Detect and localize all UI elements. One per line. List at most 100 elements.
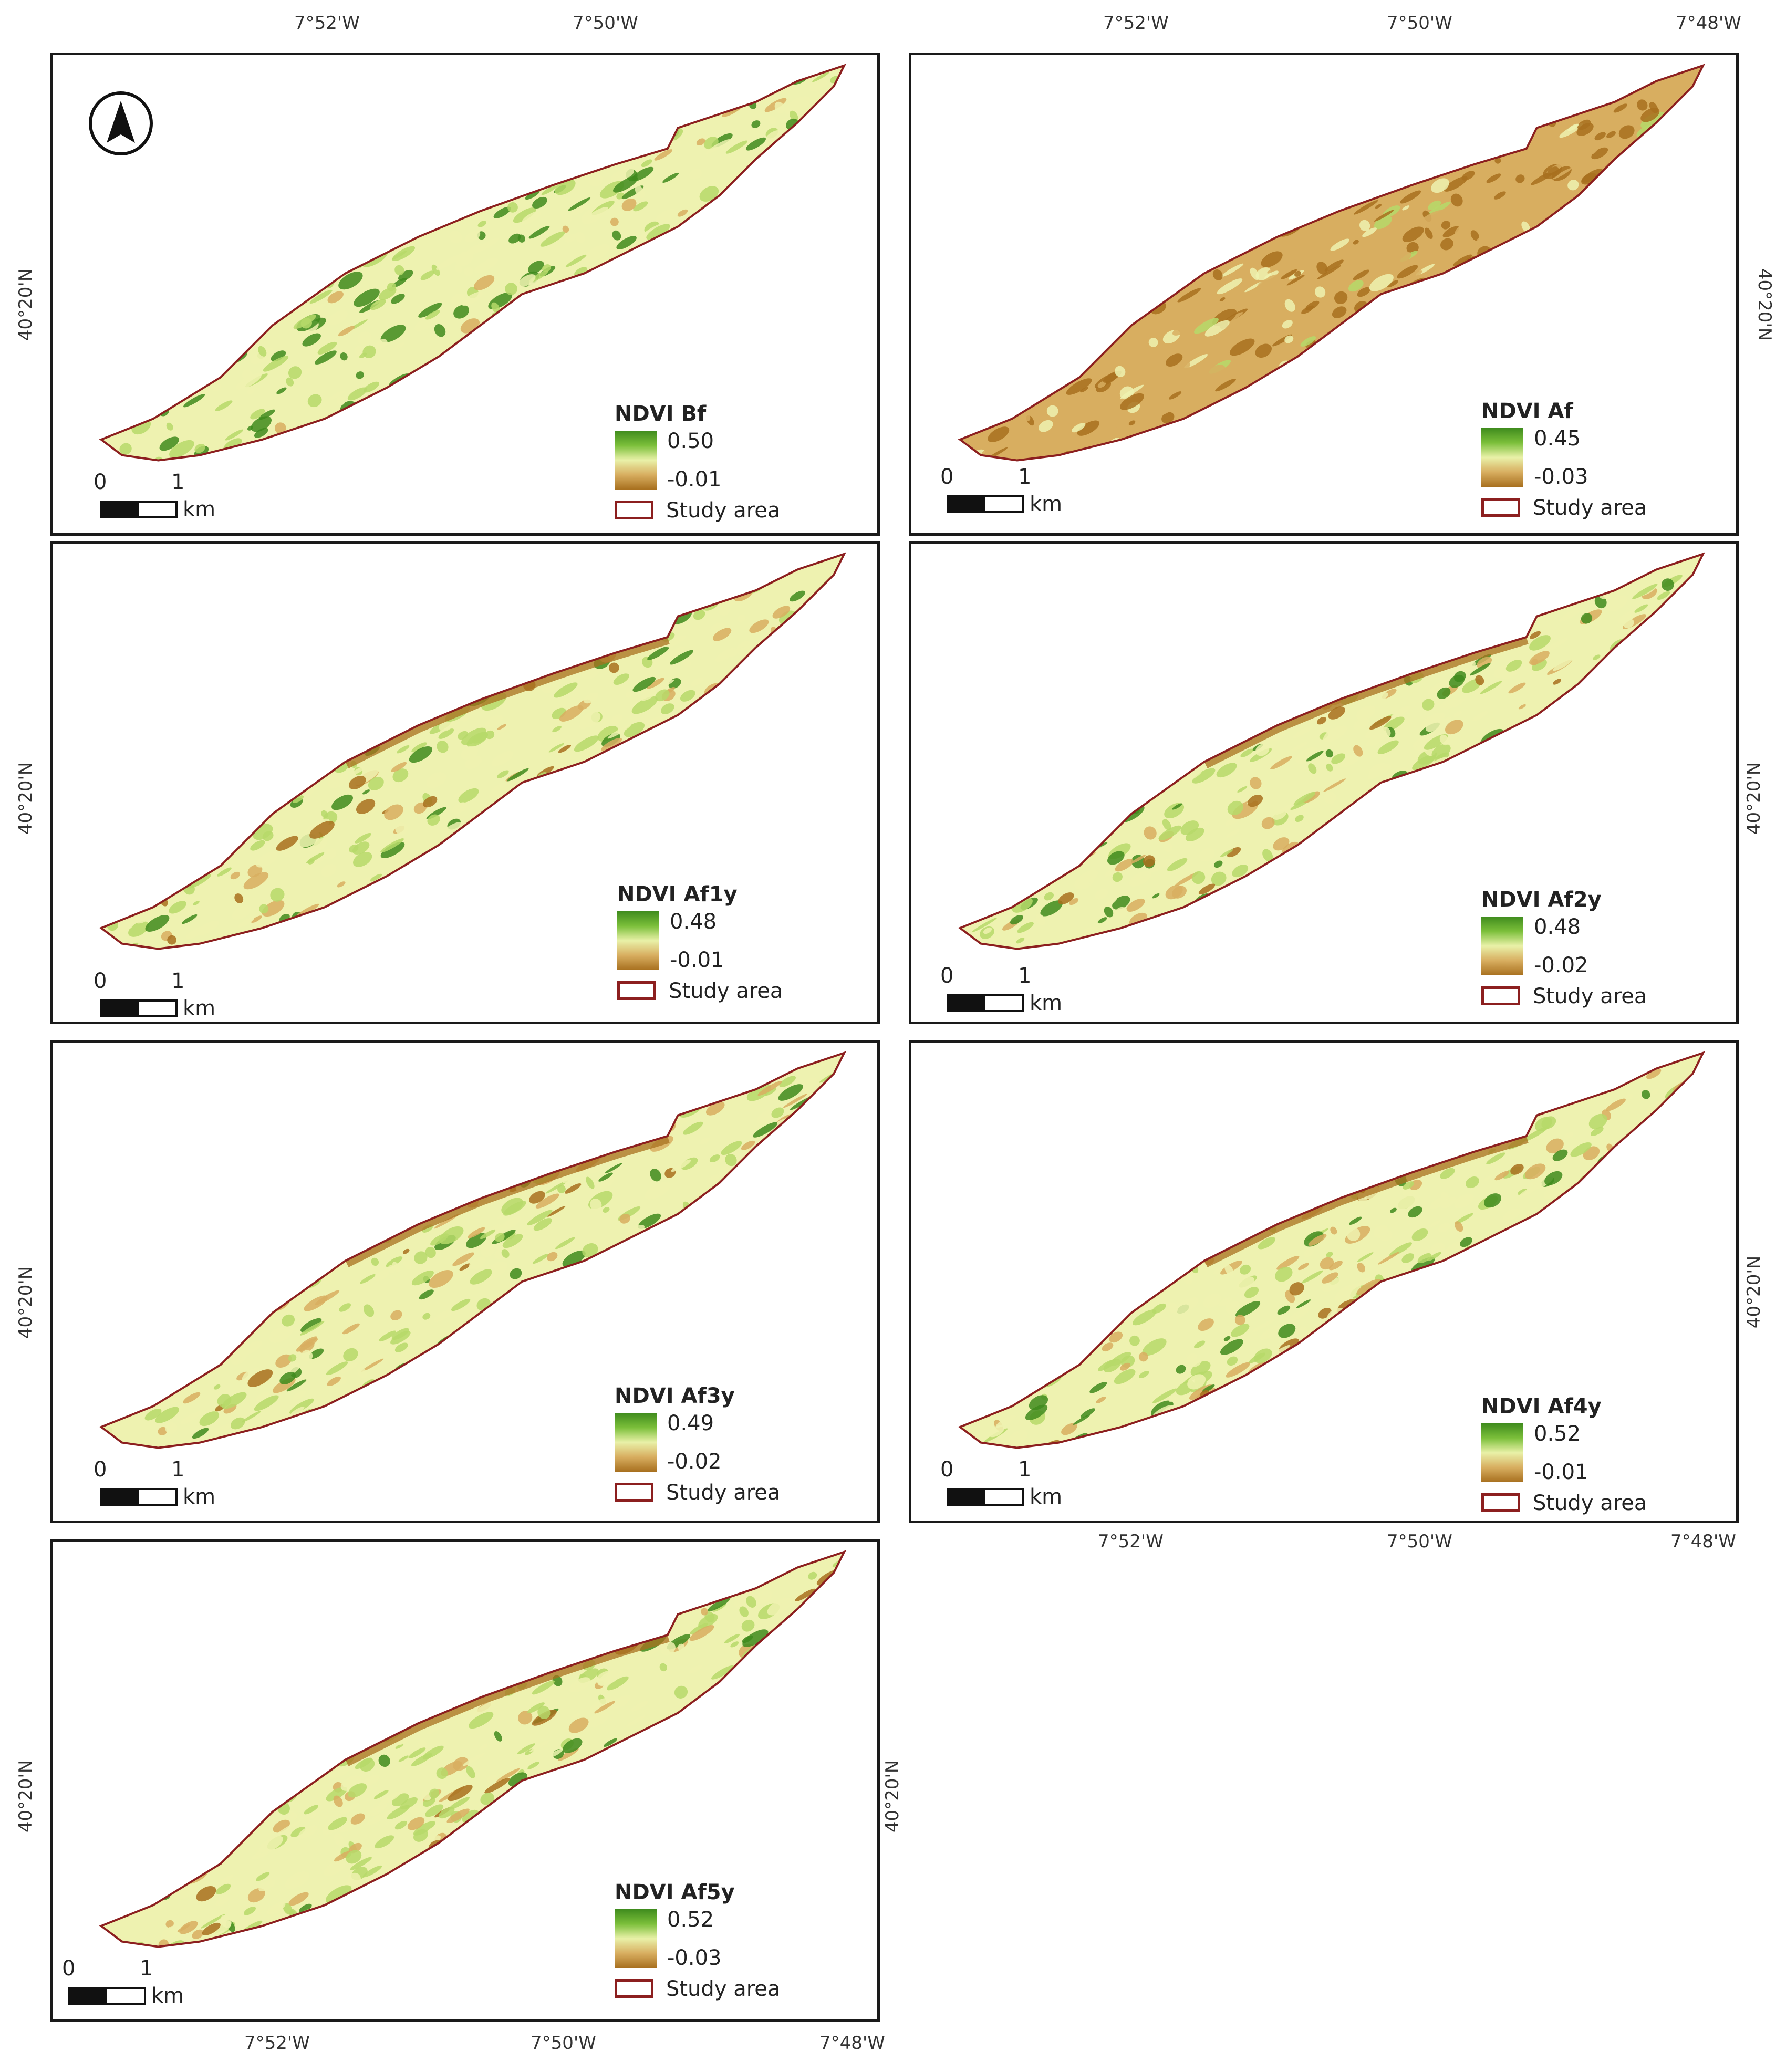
legend-min-value: -0.01 xyxy=(670,948,724,972)
legend-max-value: 0.49 xyxy=(667,1411,714,1435)
ndvi-raster-af xyxy=(958,64,1705,462)
legend-color-ramp xyxy=(615,1413,657,1472)
map-panel-af: NDVI Af 0.45 -0.03 Study area 0 1 km xyxy=(909,53,1739,536)
legend-title: NDVI Af4y xyxy=(1481,1394,1602,1419)
study-area-fill xyxy=(960,1053,1704,1448)
study-area-outline xyxy=(958,64,1705,462)
map-panel-bf: NDVI Bf 0.50 -0.01 Study area 0 1 km xyxy=(50,53,880,536)
scale-unit: km xyxy=(183,996,216,1021)
scale-bar-graphic xyxy=(100,501,178,518)
lon-label-af4y-7-52: 7°52'W xyxy=(1098,1531,1164,1552)
legend-max-value: 0.48 xyxy=(670,910,717,934)
study-area-outline xyxy=(99,64,846,462)
ndvi-raster-af5y xyxy=(99,1550,846,1948)
legend-max-value: 0.45 xyxy=(1534,426,1581,451)
study-area-fill xyxy=(960,65,1704,461)
study-area-label: Study area xyxy=(669,979,783,1003)
lat-label-panel-af2y: 40°20'N xyxy=(1743,762,1765,835)
lat-label-panel-bf: 40°20'N xyxy=(15,268,37,341)
map-panel-af4y: NDVI Af4y 0.52 -0.01 Study area 0 1 km xyxy=(909,1040,1739,1523)
study-area-outline xyxy=(958,552,1705,950)
lat-label-panel-af3y: 40°20'N xyxy=(15,1266,37,1339)
legend-color-ramp xyxy=(615,431,657,490)
study-area-outline xyxy=(99,1550,846,1948)
lat-label-panel-af4y: 40°20'N xyxy=(1743,1255,1765,1329)
scale-zero: 0 xyxy=(940,964,954,988)
scale-bar-graphic xyxy=(947,495,1024,513)
scale-bar-graphic xyxy=(947,994,1024,1012)
scale-one: 1 xyxy=(1018,964,1032,988)
study-area-fill xyxy=(101,1552,845,1947)
legend-min-value: -0.02 xyxy=(1534,953,1588,977)
lat-label-panel-af: 40°20'N xyxy=(1754,268,1775,341)
scale-zero: 0 xyxy=(940,465,954,489)
lon-label-left-top-7-52: 7°52'W xyxy=(294,13,360,34)
lat-label-panel-af5y-right: 40°20'N xyxy=(882,1759,904,1833)
study-area-label: Study area xyxy=(1533,1491,1647,1515)
legend-title: NDVI Af3y xyxy=(615,1384,735,1408)
north-arrow-icon xyxy=(87,89,155,158)
legend-title: NDVI Af2y xyxy=(1481,888,1602,912)
scale-unit: km xyxy=(1030,492,1063,516)
study-area-swatch xyxy=(1481,1493,1520,1512)
lon-label-left-top-7-50: 7°50'W xyxy=(573,13,638,34)
legend-color-ramp xyxy=(1481,428,1523,487)
ndvi-raster-af4y xyxy=(958,1051,1705,1449)
legend-title: NDVI Af1y xyxy=(617,882,738,907)
legend-min-value: -0.01 xyxy=(667,467,722,492)
scale-zero: 0 xyxy=(62,1956,76,1981)
legend-max-value: 0.52 xyxy=(667,1908,714,1932)
scale-one: 1 xyxy=(171,1457,185,1482)
study-area-fill xyxy=(101,65,845,461)
scale-bar-graphic xyxy=(68,1987,146,2005)
scale-unit: km xyxy=(1030,1485,1063,1509)
study-area-fill xyxy=(101,1053,845,1448)
study-area-swatch xyxy=(615,1483,653,1502)
scale-zero: 0 xyxy=(94,1457,107,1482)
lon-label-af4y-7-48: 7°48'W xyxy=(1670,1531,1736,1552)
legend-min-value: -0.03 xyxy=(667,1946,722,1970)
study-area-swatch xyxy=(1481,986,1520,1005)
lat-label-panel-af1y: 40°20'N xyxy=(15,762,37,835)
lat-label-panel-af5y-left: 40°20'N xyxy=(15,1759,37,1833)
lon-label-af4y-7-50: 7°50'W xyxy=(1387,1531,1452,1552)
study-area-swatch xyxy=(1481,498,1520,517)
legend-max-value: 0.52 xyxy=(1534,1422,1581,1446)
ndvi-raster-af1y xyxy=(99,552,846,950)
study-area-outline xyxy=(99,1051,846,1449)
lon-label-bottom-7-50: 7°50'W xyxy=(531,2033,596,2054)
scale-one: 1 xyxy=(171,969,185,993)
study-area-swatch xyxy=(615,1979,653,1998)
ndvi-raster-bf xyxy=(99,64,846,462)
scale-zero: 0 xyxy=(940,1457,954,1482)
scale-bar-graphic xyxy=(100,999,178,1017)
scale-one: 1 xyxy=(140,1956,153,1981)
legend-title: NDVI Af5y xyxy=(615,1880,735,1904)
study-area-swatch xyxy=(615,501,653,519)
legend-max-value: 0.50 xyxy=(667,429,714,453)
legend-title: NDVI Af xyxy=(1481,399,1573,423)
ndvi-raster-af3y xyxy=(99,1051,846,1449)
study-area-label: Study area xyxy=(1533,496,1647,520)
lon-label-right-top-7-48: 7°48'W xyxy=(1676,13,1741,34)
legend-color-ramp xyxy=(1481,917,1523,975)
scale-one: 1 xyxy=(171,470,185,494)
study-area-label: Study area xyxy=(666,498,781,523)
scale-unit: km xyxy=(183,1485,216,1509)
legend-color-ramp xyxy=(1481,1423,1523,1482)
legend-min-value: -0.02 xyxy=(667,1450,722,1474)
scale-unit: km xyxy=(151,1984,184,2008)
map-panel-af3y: NDVI Af3y 0.49 -0.02 Study area 0 1 km xyxy=(50,1040,880,1523)
scale-one: 1 xyxy=(1018,465,1032,489)
legend-min-value: -0.03 xyxy=(1534,465,1588,489)
map-panel-af1y: NDVI Af1y 0.48 -0.01 Study area 0 1 km xyxy=(50,541,880,1024)
lon-label-bottom-7-48: 7°48'W xyxy=(819,2033,885,2054)
scale-one: 1 xyxy=(1018,1457,1032,1482)
study-area-swatch xyxy=(617,981,656,1000)
scale-unit: km xyxy=(1030,991,1063,1015)
legend-color-ramp xyxy=(617,911,659,970)
lon-label-right-top-7-50: 7°50'W xyxy=(1387,13,1452,34)
scale-zero: 0 xyxy=(94,969,107,993)
map-panel-af5y: NDVI Af5y 0.52 -0.03 Study area 0 1 km xyxy=(50,1539,880,2022)
scale-bar-graphic xyxy=(100,1488,178,1506)
